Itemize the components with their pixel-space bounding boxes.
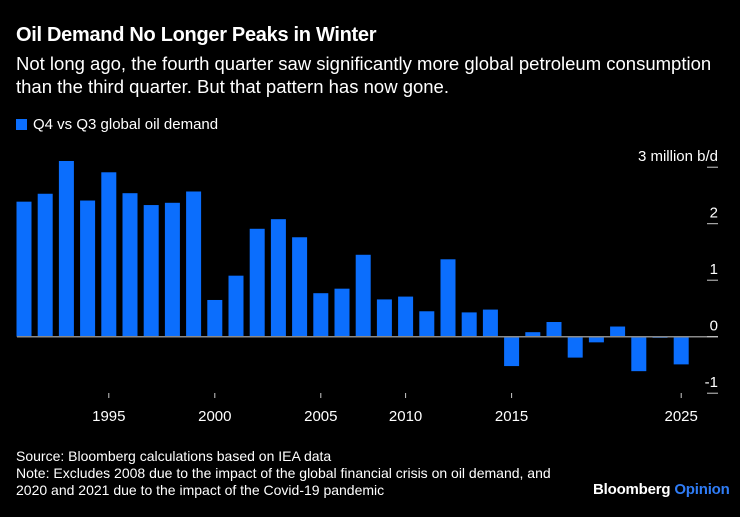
legend: Q4 vs Q3 global oil demand — [16, 116, 218, 133]
bar-2005 — [313, 293, 329, 337]
bar-2001 — [228, 275, 244, 337]
bar-2002 — [249, 228, 265, 337]
bar-2015 — [504, 336, 520, 367]
bar-2025 — [673, 336, 689, 365]
bar-1996 — [122, 193, 138, 337]
x-tick-label: 2025 — [665, 408, 698, 425]
footnote: Note: Excludes 2008 due to the impact of… — [16, 465, 551, 498]
bar-2009 — [376, 299, 392, 337]
bar-2012 — [440, 259, 456, 337]
legend-label: Q4 vs Q3 global oil demand — [33, 116, 219, 133]
legend-swatch — [16, 119, 27, 130]
bloomberg-opinion-logo: Bloomberg Opinion — [593, 481, 730, 498]
y-tick-label: 2 — [710, 205, 718, 222]
bar-2014 — [482, 309, 498, 337]
bar-2006 — [334, 288, 350, 337]
bar-1998 — [164, 202, 180, 337]
bar-2018 — [567, 336, 583, 358]
x-tick-label: 2010 — [389, 408, 422, 425]
bar-1999 — [186, 191, 202, 337]
bar-2000 — [207, 299, 223, 337]
x-tick-label: 2005 — [304, 408, 337, 425]
footer: Source: Bloomberg calculations based on … — [16, 448, 556, 499]
source-note: Source: Bloomberg calculations based on … — [16, 448, 332, 464]
y-tick-label: -1 — [705, 374, 718, 391]
bar-1993 — [58, 160, 74, 337]
x-tick-label: 2000 — [198, 408, 231, 425]
bar-2004 — [292, 237, 308, 337]
bar-1991 — [16, 201, 32, 337]
bar-2010 — [398, 296, 414, 337]
bar-2013 — [461, 312, 477, 337]
y-tick-label: 0 — [710, 318, 718, 335]
bar-2003 — [270, 219, 286, 337]
bar-2019 — [588, 336, 604, 343]
x-tick-label: 1995 — [92, 408, 125, 425]
bar-2007 — [355, 254, 371, 337]
bar-1995 — [101, 172, 117, 337]
bar-1997 — [143, 205, 159, 337]
bar-2011 — [419, 311, 435, 337]
bar-1992 — [37, 193, 53, 337]
bar-2016 — [525, 332, 541, 337]
y-tick-label: 3 million b/d — [638, 148, 718, 165]
chart-title: Oil Demand No Longer Peaks in Winter — [16, 24, 377, 46]
bar-2023 — [631, 336, 647, 372]
chart-subtitle: Not long ago, the fourth quarter saw sig… — [16, 53, 712, 97]
bar-1994 — [80, 200, 96, 337]
y-tick-label: 1 — [710, 261, 718, 278]
bar-2022 — [610, 326, 626, 337]
bar-2017 — [546, 322, 562, 337]
x-tick-label: 2015 — [495, 408, 528, 425]
